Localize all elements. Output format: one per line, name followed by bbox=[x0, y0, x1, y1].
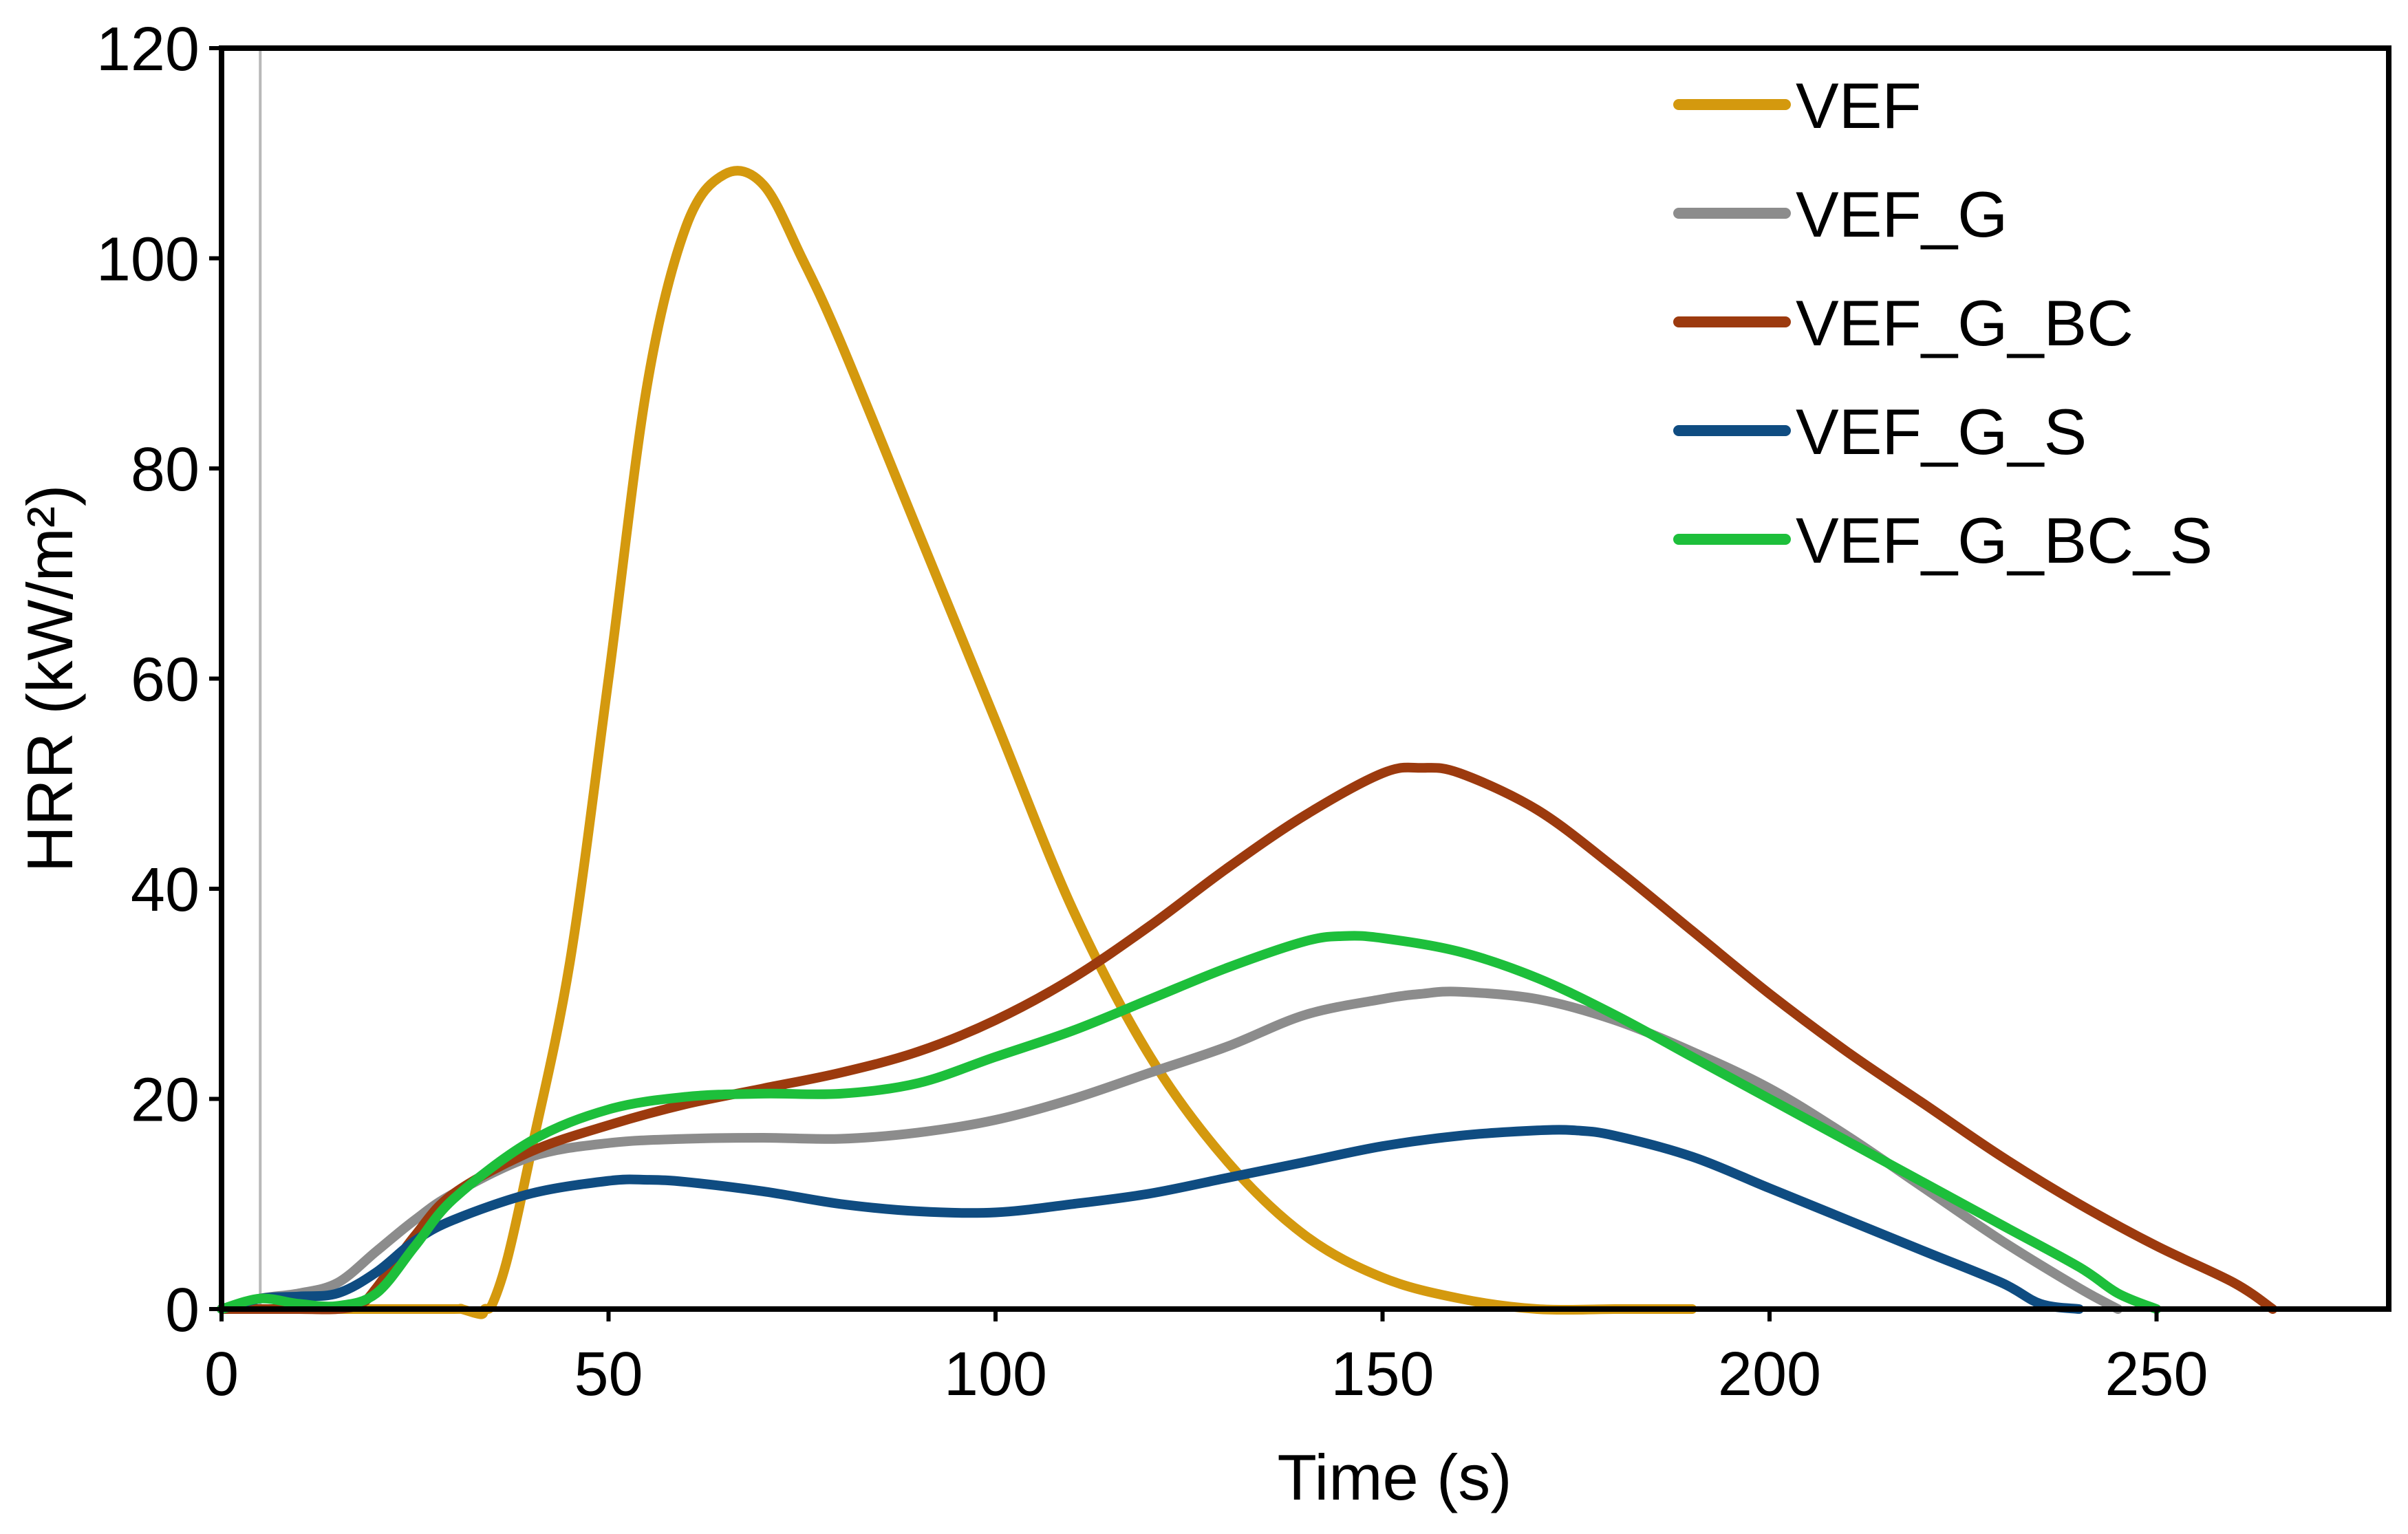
x-axis-title: Time (s) bbox=[1277, 1441, 1512, 1513]
legend-label: VEF_G bbox=[1796, 178, 2008, 250]
series-line-vef-g-s bbox=[217, 1125, 2084, 1314]
x-tick-label: 200 bbox=[1718, 1340, 1821, 1409]
y-tick-label: 100 bbox=[96, 226, 200, 294]
series-line-vef bbox=[217, 166, 1697, 1319]
x-tick-label: 250 bbox=[2105, 1340, 2208, 1409]
x-tick-label: 50 bbox=[574, 1340, 643, 1409]
legend-label: VEF_G_BC bbox=[1796, 287, 2133, 359]
legend-label: VEF_G_S bbox=[1796, 396, 2087, 468]
x-axis: 0 50 100 150 200 250 bbox=[204, 1309, 2208, 1409]
y-tick-label: 80 bbox=[131, 435, 200, 504]
y-axis: 0 20 40 60 80 100 120 bbox=[96, 15, 222, 1345]
y-axis-title: HRR (kW/m²) bbox=[14, 485, 86, 873]
x-tick-label: 0 bbox=[204, 1340, 239, 1409]
y-tick-label: 0 bbox=[165, 1276, 200, 1345]
y-tick-label: 120 bbox=[96, 15, 200, 84]
y-tick-label: 60 bbox=[131, 646, 200, 715]
y-tick-label: 20 bbox=[131, 1066, 200, 1135]
series-line-vef-g-bc-s bbox=[217, 931, 2162, 1314]
x-tick-label: 100 bbox=[944, 1340, 1047, 1409]
x-tick-label: 150 bbox=[1331, 1340, 1434, 1409]
legend: VEF VEF_G VEF_G_BC VEF_G_S VEF_G_BC_S bbox=[1673, 69, 2213, 576]
y-tick-label: 40 bbox=[131, 856, 200, 925]
legend-label: VEF_G_BC_S bbox=[1796, 504, 2213, 576]
legend-label: VEF bbox=[1796, 69, 1922, 142]
series-line-vef-g-bc bbox=[217, 762, 2278, 1315]
